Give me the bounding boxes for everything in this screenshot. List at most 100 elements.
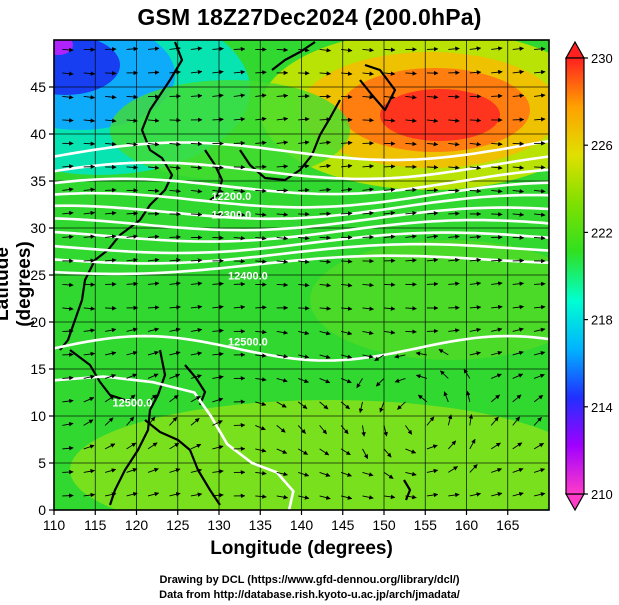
- wind-arrow: [276, 377, 288, 383]
- wind-arrow: [62, 94, 74, 100]
- wind-arrow: [443, 391, 449, 403]
- wind-arrow: [448, 165, 460, 170]
- wind-arrow: [362, 354, 374, 359]
- wind-arrow: [169, 442, 180, 450]
- wind-arrow: [126, 257, 138, 263]
- wind-arrow: [276, 47, 289, 53]
- wind-arrow: [105, 187, 117, 193]
- wind-arrow: [491, 188, 503, 194]
- wind-arrow: [255, 424, 266, 431]
- wind-arrow: [405, 258, 417, 263]
- wind-arrow: [298, 495, 310, 500]
- wind-arrow: [104, 417, 114, 426]
- wind-arrow: [374, 354, 385, 362]
- wind-arrow: [362, 471, 374, 477]
- wind-arrow: [512, 141, 525, 146]
- wind-arrow: [491, 212, 503, 217]
- wind-arrow: [319, 425, 327, 435]
- wind-arrow: [533, 351, 546, 356]
- wind-arrow: [62, 306, 74, 311]
- wind-arrow: [105, 234, 117, 239]
- wind-arrow: [169, 234, 181, 240]
- wind-arrow: [362, 47, 374, 53]
- wind-arrow: [212, 117, 224, 122]
- chart-title: GSM 18Z27Dec2024 (200.0hPa): [137, 4, 482, 30]
- y-tick-label: 20: [30, 314, 46, 330]
- wind-arrow: [147, 305, 160, 310]
- wind-arrow: [469, 70, 482, 75]
- wind-arrow: [255, 305, 267, 310]
- wind-arrow: [62, 398, 74, 404]
- wind-arrow: [375, 378, 385, 387]
- y-tick-label: 0: [38, 502, 46, 518]
- wind-arrow: [255, 188, 267, 194]
- wind-arrow: [169, 492, 181, 497]
- wind-arrow: [491, 281, 503, 286]
- wind-arrow: [383, 234, 396, 240]
- y-tick-label: 10: [30, 408, 46, 424]
- wind-arrow: [341, 163, 353, 169]
- wind-arrow: [491, 46, 503, 51]
- wind-arrow: [512, 69, 525, 75]
- wind-arrow: [491, 69, 503, 75]
- wind-arrow: [297, 448, 309, 455]
- wind-arrow: [147, 281, 160, 286]
- wind-arrow: [62, 118, 74, 123]
- wind-arrow: [491, 93, 503, 99]
- wind-arrow: [190, 304, 203, 310]
- wind-arrow: [298, 330, 310, 336]
- wind-arrow: [105, 351, 117, 356]
- credit-data: Data from http://database.rish.kyoto-u.a…: [159, 589, 460, 601]
- wind-arrow: [448, 141, 460, 147]
- wind-arrow: [190, 468, 203, 473]
- wind-arrow: [533, 468, 546, 473]
- contour-line: [54, 242, 549, 265]
- colorbar: 210 214 218 222 226 230: [564, 40, 613, 512]
- wind-arrow: [212, 69, 224, 75]
- colorbar-tick-label: 230: [591, 51, 613, 66]
- wind-arrow: [341, 140, 353, 146]
- wind-arrow: [319, 401, 329, 410]
- wind-arrow: [319, 259, 332, 264]
- wind-arrow: [212, 165, 224, 170]
- wind-arrow: [126, 165, 139, 170]
- wind-arrow: [169, 351, 181, 356]
- wind-arrow: [362, 210, 374, 216]
- wind-arrow: [83, 118, 96, 123]
- wind-arrow: [405, 234, 417, 239]
- wind-arrow: [319, 330, 331, 336]
- wind-arrow: [233, 212, 246, 217]
- wind-arrow: [491, 492, 503, 497]
- x-tick-label: 135: [249, 517, 273, 533]
- wind-arrow: [426, 328, 439, 334]
- wind-arrow: [448, 211, 460, 216]
- wind-arrow: [469, 257, 482, 263]
- wind-arrow: [341, 47, 353, 53]
- wind-arrow: [105, 70, 117, 76]
- wind-arrow: [319, 163, 332, 169]
- contour-line: [54, 155, 549, 181]
- wind-arrow: [212, 420, 223, 426]
- wind-arrow: [298, 354, 310, 359]
- x-tick-label: 150: [372, 517, 396, 533]
- wind-arrow: [276, 282, 289, 288]
- wind-arrow: [417, 394, 428, 403]
- wind-arrow: [426, 141, 439, 147]
- wind-arrow: [469, 234, 482, 240]
- wind-arrow: [147, 165, 160, 170]
- wind-arrow: [534, 327, 546, 333]
- contour-line: [54, 206, 549, 232]
- wind-arrow: [212, 235, 224, 241]
- wind-arrow: [469, 492, 482, 497]
- wind-arrow: [415, 351, 427, 356]
- wind-arrow: [169, 188, 181, 194]
- wind-arrow: [491, 350, 503, 356]
- x-tick-label: 155: [414, 517, 438, 533]
- wind-arrow: [255, 116, 267, 122]
- wind-arrow: [468, 414, 474, 426]
- wind-arrow: [298, 259, 310, 264]
- colorbar-tick-label: 218: [591, 313, 613, 328]
- wind-arrow: [147, 350, 160, 356]
- wind-arrow: [276, 494, 289, 500]
- y-tick-label: 5: [38, 455, 46, 471]
